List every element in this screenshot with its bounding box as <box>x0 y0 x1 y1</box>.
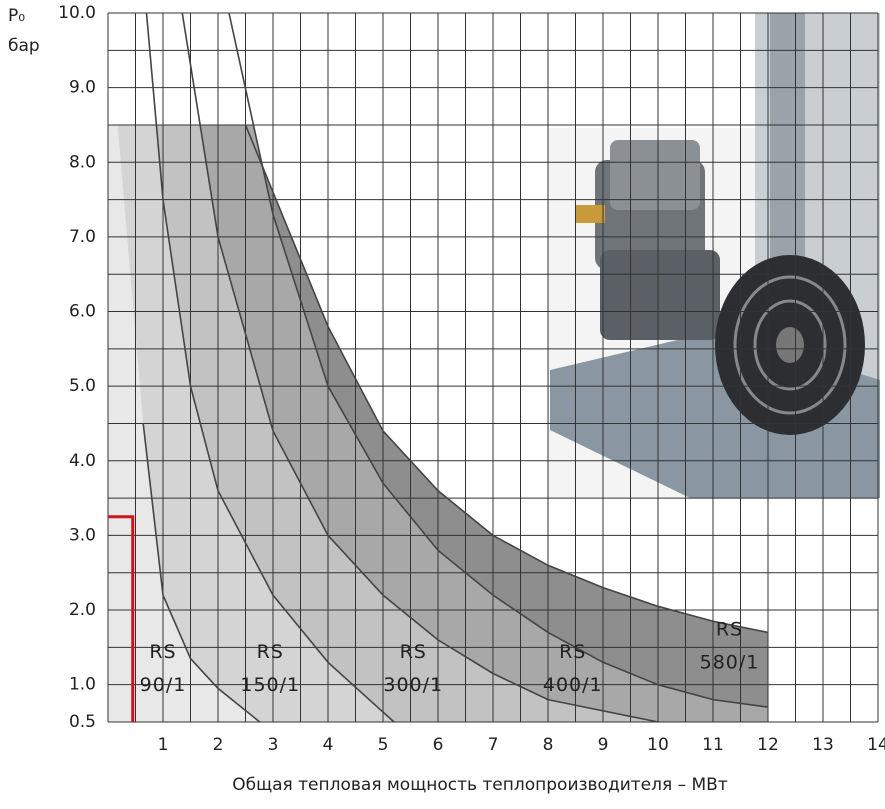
x-tick-label: 2 <box>213 735 224 755</box>
curve <box>244 124 769 634</box>
x-axis-label: Общая тепловая мощность теплопроизводите… <box>232 775 728 795</box>
x-tick-label: 12 <box>757 735 779 755</box>
x-tick-label: 3 <box>268 735 279 755</box>
y-tick-label: 0.5 <box>69 712 96 732</box>
curve <box>145 12 395 723</box>
curve <box>181 12 659 723</box>
curve <box>142 423 261 723</box>
y-tick-label: 5.0 <box>69 376 96 396</box>
x-tick-label: 5 <box>378 735 389 755</box>
series-label: RS <box>257 641 284 663</box>
y-tick-label: 10.0 <box>58 3 96 23</box>
x-tick-label: 6 <box>433 735 444 755</box>
y-tick-label: 3.0 <box>69 525 96 545</box>
y-tick-label: 6.0 <box>69 302 96 322</box>
grid <box>107 12 879 723</box>
series-label: 90/1 <box>140 674 187 696</box>
y-axis-label: P₀ <box>8 6 25 26</box>
series-label: RS <box>149 641 176 663</box>
x-tick-label: 9 <box>598 735 609 755</box>
highlight-line <box>108 515 135 722</box>
x-tick-label: 13 <box>812 735 834 755</box>
x-tick-label: 1 <box>158 735 169 755</box>
series-label: RS <box>716 619 743 641</box>
compressor-photo <box>548 13 880 498</box>
y-tick-label: 2.0 <box>69 600 96 620</box>
y-tick-label: 4.0 <box>69 451 96 471</box>
y-axis-unit: бар <box>8 36 40 56</box>
y-tick-label: 9.0 <box>69 78 96 98</box>
series-label: 400/1 <box>543 674 603 696</box>
x-tick-label: 8 <box>543 735 554 755</box>
curve <box>228 12 769 708</box>
x-tick-label: 4 <box>323 735 334 755</box>
x-tick-label: 7 <box>488 735 499 755</box>
series-label: 300/1 <box>383 674 443 696</box>
series-label: 580/1 <box>700 652 760 674</box>
y-tick-label: 7.0 <box>69 227 96 247</box>
y-tick-label: 1.0 <box>69 675 96 695</box>
x-tick-label: 14 <box>867 735 885 755</box>
series-label: RS <box>559 641 586 663</box>
x-tick-label: 11 <box>702 735 724 755</box>
y-tick-label: 8.0 <box>69 152 96 172</box>
curves: RS 90/1 RS 150/1 RS 300/1 RS 400/1 RS 580/1 <box>108 12 769 723</box>
series-label: RS <box>400 641 427 663</box>
x-tick-label: 10 <box>647 735 669 755</box>
series-label: 150/1 <box>240 674 300 696</box>
